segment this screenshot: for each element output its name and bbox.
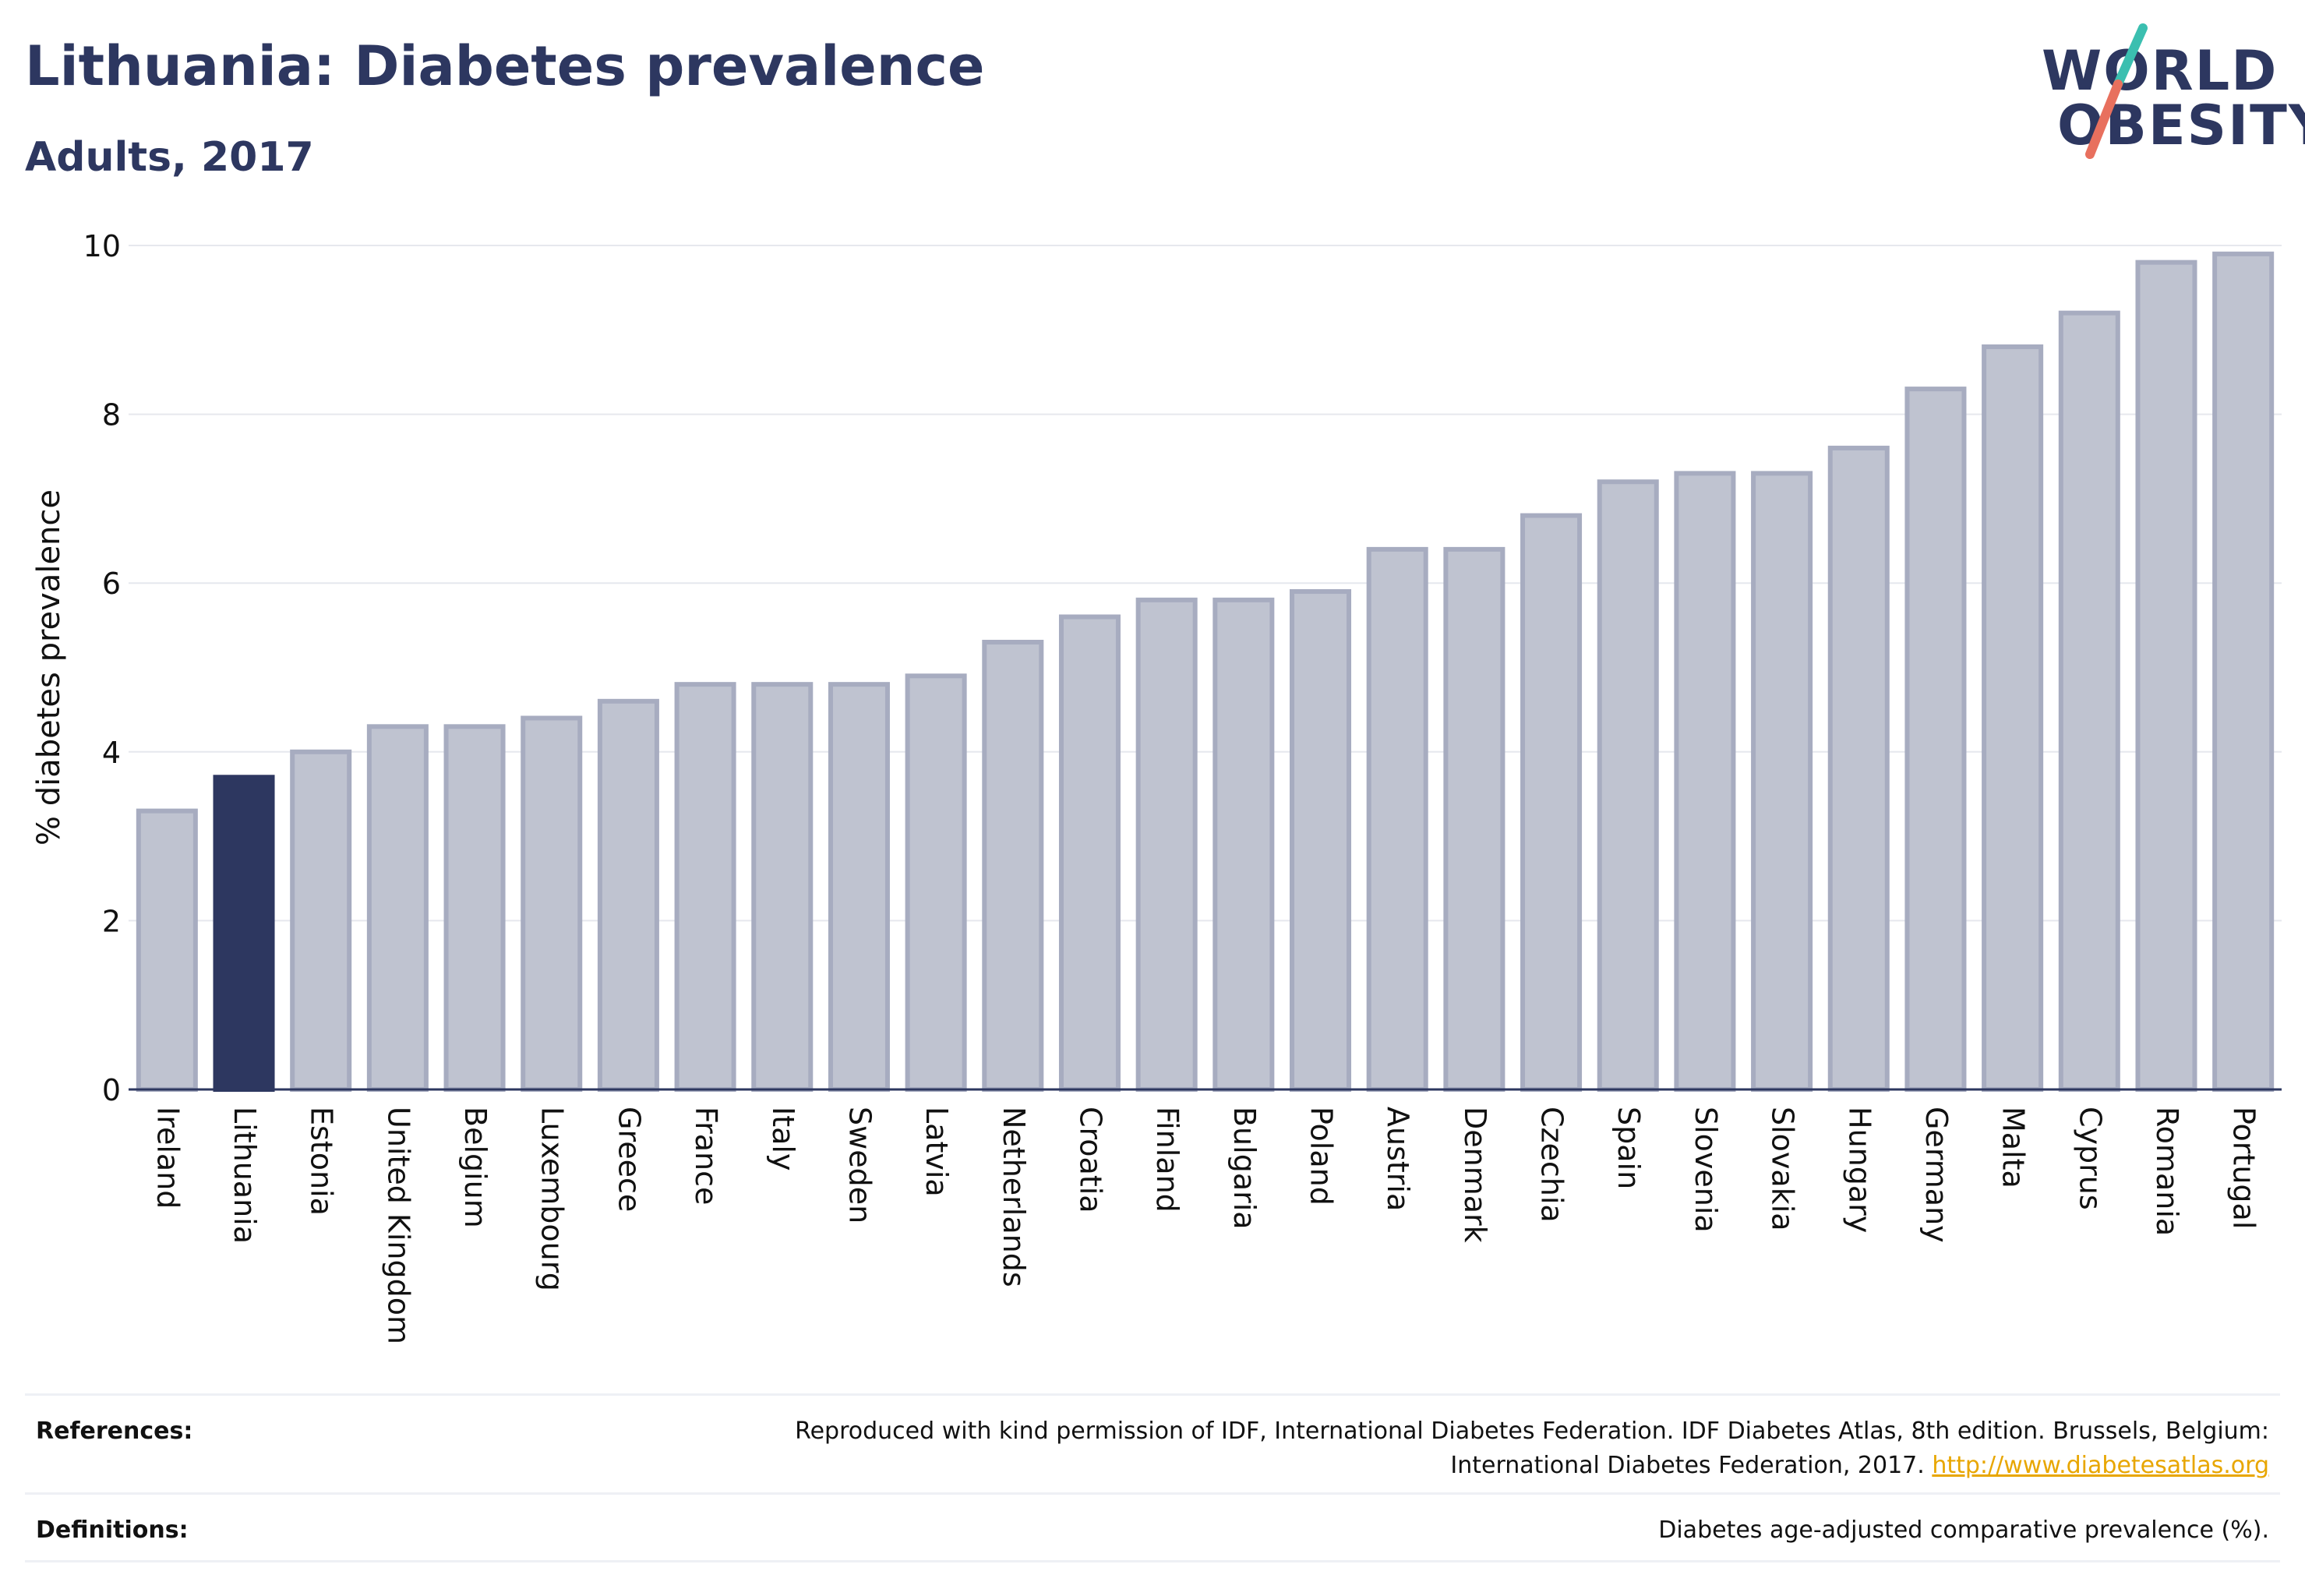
x-tick-label: Portugal xyxy=(2227,1107,2261,1229)
footer: References: Reproduced with kind permiss… xyxy=(25,1393,2280,1562)
references-line-2: International Diabetes Federation, 2017. xyxy=(1450,1452,1925,1479)
logo-slash-icon xyxy=(2085,23,2148,159)
bar-greece[interactable] xyxy=(597,698,659,1092)
references-line-1: Reproduced with kind permission of IDF, … xyxy=(795,1418,2269,1445)
bar-netherlands[interactable] xyxy=(982,640,1044,1092)
references-text: Reproduced with kind permission of IDF, … xyxy=(795,1414,2269,1483)
x-tick-label: Romania xyxy=(2150,1107,2184,1236)
definitions-label: Definitions: xyxy=(36,1517,189,1544)
x-tick-label: Lithuania xyxy=(228,1107,262,1244)
bar-croatia[interactable] xyxy=(1058,614,1121,1092)
bar-ireland[interactable] xyxy=(136,808,198,1092)
y-tick-label: 2 xyxy=(102,904,121,938)
bar-estonia[interactable] xyxy=(290,749,352,1092)
definitions-row: Definitions: Diabetes age-adjusted compa… xyxy=(25,1492,2280,1560)
x-tick-label: Hungary xyxy=(1842,1107,1876,1233)
bar-hungary[interactable] xyxy=(1827,445,1890,1093)
x-tick-label: Bulgaria xyxy=(1227,1107,1262,1230)
bar-sweden[interactable] xyxy=(828,682,890,1092)
x-tick-label: Ireland xyxy=(150,1107,185,1209)
bar-belgium[interactable] xyxy=(443,724,506,1092)
x-tick-label: Germany xyxy=(1919,1107,1954,1243)
bar-denmark[interactable] xyxy=(1443,546,1505,1092)
y-tick-label: 4 xyxy=(102,736,121,770)
references-link[interactable]: http://www.diabetesatlas.org xyxy=(1932,1452,2269,1479)
y-tick-label: 0 xyxy=(102,1073,121,1107)
bar-romania[interactable] xyxy=(2135,260,2197,1092)
x-tick-label: Slovenia xyxy=(1689,1107,1723,1233)
references-row: References: Reproduced with kind permiss… xyxy=(25,1393,2280,1492)
bar-portugal[interactable] xyxy=(2212,251,2275,1093)
y-tick-label: 10 xyxy=(83,229,121,263)
bar-slovenia[interactable] xyxy=(1674,471,1736,1093)
bar-luxembourg[interactable] xyxy=(521,715,583,1092)
bar-spain[interactable] xyxy=(1597,479,1659,1092)
bar-czechia[interactable] xyxy=(1520,513,1583,1092)
x-tick-label: France xyxy=(689,1107,723,1205)
x-tick-label: Spain xyxy=(1611,1107,1646,1189)
x-tick-label: Sweden xyxy=(842,1107,877,1223)
bar-austria[interactable] xyxy=(1366,546,1428,1092)
y-axis-label: % diabetes prevalence xyxy=(31,489,67,846)
x-tick-label: Poland xyxy=(1304,1107,1339,1206)
x-tick-label: United Kingdom xyxy=(381,1107,415,1344)
bar-bulgaria[interactable] xyxy=(1213,597,1275,1092)
bar-malta[interactable] xyxy=(1982,344,2044,1092)
x-tick-label: Greece xyxy=(612,1107,646,1212)
x-tick-label: Slovakia xyxy=(1766,1107,1800,1231)
y-tick-label: 6 xyxy=(102,567,121,601)
bar-germany[interactable] xyxy=(1904,387,1967,1093)
bar-finland[interactable] xyxy=(1135,597,1198,1092)
bar-italy[interactable] xyxy=(751,682,814,1092)
y-tick-label: 8 xyxy=(102,398,121,433)
bar-slovakia[interactable] xyxy=(1751,471,1813,1093)
x-tick-label: Netherlands xyxy=(997,1107,1031,1287)
bar-latvia[interactable] xyxy=(905,673,967,1092)
chart-subtitle: Adults, 2017 xyxy=(25,134,314,181)
references-label: References: xyxy=(36,1418,193,1445)
chart-title: Lithuania: Diabetes prevalence xyxy=(25,34,985,98)
x-tick-label: Latvia xyxy=(920,1107,954,1197)
x-tick-label: Croatia xyxy=(1073,1107,1107,1213)
bar-cyprus[interactable] xyxy=(2058,310,2120,1092)
x-tick-label: Finland xyxy=(1150,1107,1184,1213)
footer-bottom-rule xyxy=(25,1560,2280,1562)
x-tick-label: Austria xyxy=(1381,1107,1415,1211)
bar-poland[interactable] xyxy=(1290,589,1352,1092)
definitions-text: Diabetes age-adjusted comparative preval… xyxy=(1658,1517,2269,1544)
x-tick-label: Luxembourg xyxy=(535,1107,570,1291)
axes: 0 2 4 6 8 10 Ireland Lithuania Estonia United Kin… xyxy=(83,229,2282,1344)
bar-chart: 0 2 4 6 8 10 Ireland Lithuania Estonia United Kin… xyxy=(31,229,2282,1344)
x-tick-label: Belgium xyxy=(458,1107,492,1228)
world-obesity-logo: WORLD OBESITY xyxy=(2026,22,2305,170)
bar-lithuania[interactable] xyxy=(213,775,275,1092)
x-tick-label: Cyprus xyxy=(2073,1107,2107,1210)
bar-france[interactable] xyxy=(674,682,736,1092)
bar-united-kingdom[interactable] xyxy=(366,724,429,1092)
bars xyxy=(136,251,2275,1093)
logo-line-1: WORLD xyxy=(2042,39,2279,103)
x-tick-label: Italy xyxy=(766,1107,800,1171)
x-tick-label: Estonia xyxy=(305,1107,339,1216)
x-tick-label: Czechia xyxy=(1535,1107,1569,1223)
x-tick-label: Malta xyxy=(1996,1107,2031,1188)
x-tick-label: Denmark xyxy=(1458,1107,1492,1243)
